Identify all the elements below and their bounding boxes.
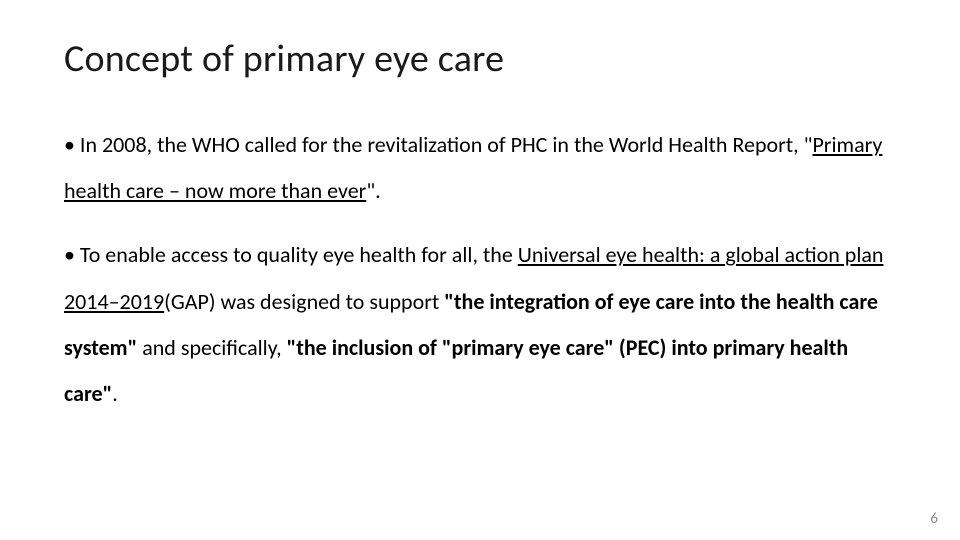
slide-title: Concept of primary eye care bbox=[64, 36, 896, 82]
bullet-2-text-a: • To enable access to quality eye health… bbox=[64, 241, 518, 268]
bullet-1: • In 2008, the WHO called for the revita… bbox=[64, 122, 896, 214]
bullet-2-text-b: (GAP) was designed to support bbox=[164, 288, 444, 315]
page-number: 6 bbox=[930, 510, 938, 528]
bullet-1-text-b: ". bbox=[366, 177, 380, 204]
bullet-2-text-c: and specifically, bbox=[137, 334, 286, 361]
bullet-2-text-d: . bbox=[112, 380, 118, 407]
bullet-2: • To enable access to quality eye health… bbox=[64, 232, 896, 417]
bullet-1-text-a: • In 2008, the WHO called for the revita… bbox=[64, 131, 812, 158]
slide-body: • In 2008, the WHO called for the revita… bbox=[64, 122, 896, 417]
slide: Concept of primary eye care • In 2008, t… bbox=[0, 0, 960, 540]
